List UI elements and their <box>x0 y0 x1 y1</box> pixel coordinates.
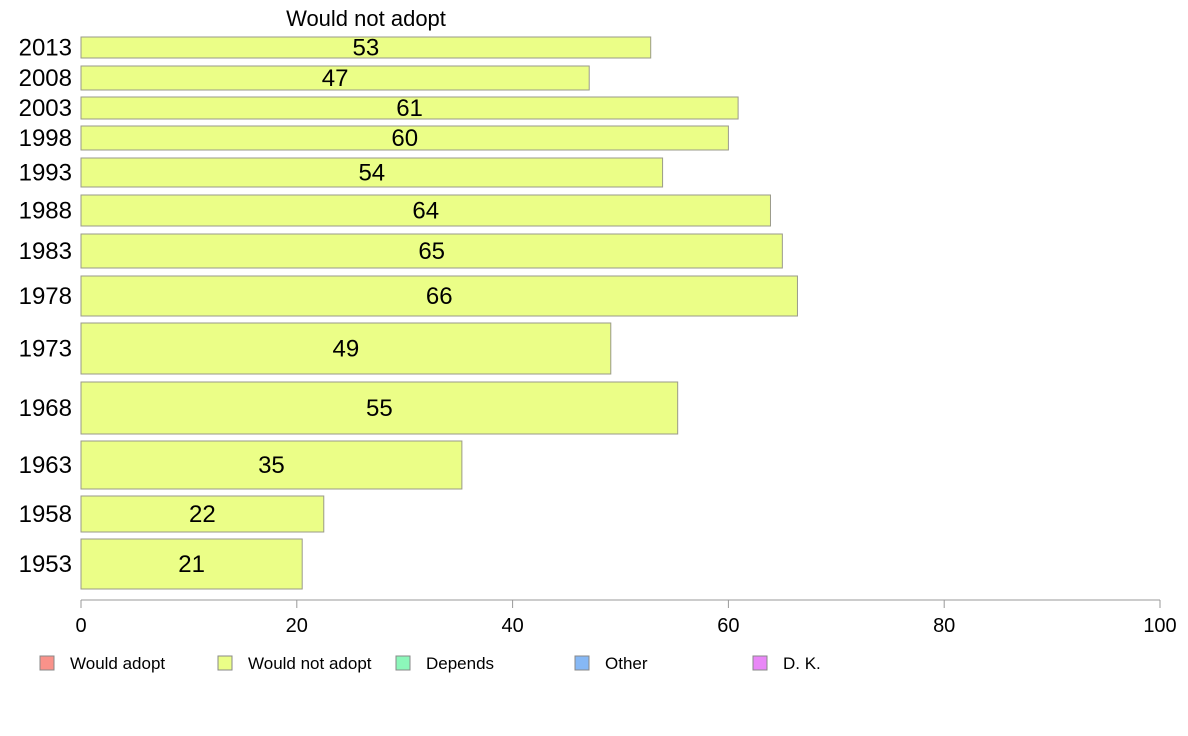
x-tick-label-80: 80 <box>933 615 955 637</box>
value-label-1963: 35 <box>258 452 285 479</box>
legend-label-4: D. K. <box>783 654 821 673</box>
category-label-1983: 1983 <box>19 238 72 265</box>
legend-swatch-2 <box>395 655 411 671</box>
bar-2008 <box>80 65 590 91</box>
category-label-1993: 1993 <box>19 160 72 187</box>
bars-layer: 2013 53 2008 47 2003 61 1998 60 1993 54 1988 64 1983… <box>19 35 798 590</box>
bar-1968 <box>80 381 679 435</box>
x-tick-label-100: 100 <box>1143 615 1176 637</box>
x-tick-label-20: 20 <box>286 615 308 637</box>
category-label-1978: 1978 <box>19 283 72 310</box>
legend-label-3: Other <box>605 654 648 673</box>
bar-1958 <box>80 495 325 533</box>
bar-1998 <box>80 125 729 151</box>
value-label-2013: 53 <box>353 35 380 62</box>
legend-swatch-4 <box>752 655 768 671</box>
value-label-2008: 47 <box>322 65 349 92</box>
bar-2013 <box>80 36 652 59</box>
category-label-1963: 1963 <box>19 452 72 479</box>
bar-1988 <box>80 194 771 227</box>
value-label-1958: 22 <box>189 501 216 528</box>
value-label-1953: 21 <box>178 551 205 578</box>
bar-1993 <box>80 157 664 188</box>
bar-1978 <box>80 275 798 317</box>
legend-label-1: Would not adopt <box>248 654 372 673</box>
bar-1953 <box>80 538 303 590</box>
category-label-1988: 1988 <box>19 198 72 225</box>
category-label-2013: 2013 <box>19 35 72 62</box>
category-label-1958: 1958 <box>19 501 72 528</box>
bar-1983 <box>80 233 783 269</box>
x-tick-label-0: 0 <box>75 615 86 637</box>
x-tick-label-40: 40 <box>501 615 523 637</box>
value-label-1988: 64 <box>412 198 439 225</box>
category-label-1973: 1973 <box>19 336 72 363</box>
legend-swatch-1 <box>217 655 233 671</box>
legend-label-0: Would adopt <box>70 654 165 673</box>
x-axis: 0 20 40 60 80 100 <box>75 599 1177 637</box>
category-label-1968: 1968 <box>19 395 72 422</box>
category-label-2003: 2003 <box>19 95 72 122</box>
value-label-1973: 49 <box>333 336 360 363</box>
legend-label-2: Depends <box>426 654 494 673</box>
bar-1973 <box>80 322 612 375</box>
value-label-1983: 65 <box>418 238 445 265</box>
legend-swatch-0 <box>39 655 55 671</box>
category-label-1998: 1998 <box>19 125 72 152</box>
legend-swatch-3 <box>574 655 590 671</box>
value-label-1978: 66 <box>426 283 453 310</box>
value-label-1993: 54 <box>358 160 385 187</box>
legend: Would adopt Would not adopt Depends Other D.… <box>39 654 821 673</box>
chart-title: Would not adopt <box>286 6 446 31</box>
x-tick-label-60: 60 <box>717 615 739 637</box>
bar-2003 <box>80 96 739 120</box>
value-label-1968: 55 <box>366 395 393 422</box>
category-label-2008: 2008 <box>19 65 72 92</box>
value-label-1998: 60 <box>391 125 418 152</box>
value-label-2003: 61 <box>396 95 423 122</box>
category-label-1953: 1953 <box>19 551 72 578</box>
bar-1963 <box>80 440 463 490</box>
